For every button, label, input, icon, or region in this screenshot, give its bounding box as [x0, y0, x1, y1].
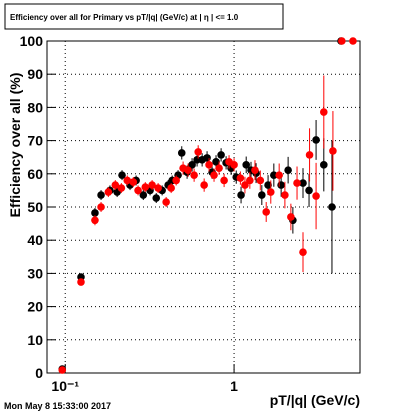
data-point: [117, 184, 126, 192]
data-point: [134, 186, 142, 195]
data-point: [58, 366, 67, 374]
x-tick-label: 10⁻¹: [51, 378, 79, 394]
y-tick-label: 30: [27, 265, 43, 281]
data-point: [154, 184, 162, 192]
data-point: [328, 203, 336, 211]
y-tick-label: 50: [27, 199, 43, 215]
data-point: [97, 191, 105, 199]
data-point: [264, 181, 272, 189]
x-tick-label: 1: [230, 378, 238, 394]
data-point: [242, 161, 251, 169]
data-point: [236, 174, 245, 182]
data-point: [212, 158, 220, 166]
data-point: [97, 203, 105, 211]
data-point: [194, 148, 202, 156]
y-tick-label: 90: [27, 66, 43, 82]
data-point: [329, 147, 337, 155]
data-point: [266, 188, 275, 196]
data-point: [188, 161, 196, 169]
y-tick-label: 20: [27, 299, 43, 315]
data-point: [210, 171, 218, 179]
data-point: [123, 176, 132, 185]
data-point: [299, 248, 307, 256]
data-point: [141, 183, 150, 191]
data-point: [230, 161, 238, 169]
data-point: [293, 179, 301, 187]
y-tick-label: 40: [27, 232, 43, 248]
data-point: [118, 171, 126, 179]
data-point: [299, 179, 307, 187]
data-point: [312, 136, 320, 144]
y-tick-label: 70: [27, 133, 43, 149]
y-tick-label: 0: [35, 365, 43, 381]
data-point: [184, 166, 192, 174]
data-point: [262, 208, 271, 216]
data-point: [287, 213, 295, 221]
x-axis-label: pT/|q| (GeV/c): [270, 392, 360, 408]
data-point: [284, 166, 292, 174]
y-axis-label: Efficiency over all (%): [7, 73, 23, 218]
data-point: [172, 176, 180, 185]
data-point: [167, 184, 175, 192]
chart-title: Efficiency over all for Primary vs pT/|q…: [10, 13, 239, 22]
data-point: [220, 176, 228, 185]
data-point: [148, 181, 156, 189]
data-point: [152, 194, 161, 202]
data-point: [338, 37, 346, 45]
data-point: [275, 171, 283, 179]
data-point: [312, 192, 320, 200]
data-point: [241, 181, 249, 189]
data-point: [251, 166, 259, 174]
data-point: [215, 164, 223, 172]
data-point: [129, 178, 138, 186]
data-point: [305, 186, 313, 195]
data-point: [320, 108, 328, 116]
data-point: [104, 188, 113, 196]
title-box: [4, 3, 284, 30]
y-tick-label: 60: [27, 166, 43, 182]
data-point: [162, 198, 170, 206]
data-point: [177, 149, 186, 157]
footer: Mon May 8 15:33:00 2017: [4, 401, 111, 411]
data-point: [77, 278, 85, 286]
data-point: [256, 176, 265, 185]
data-point: [258, 191, 266, 199]
data-point: [91, 216, 99, 225]
data-point: [91, 209, 99, 217]
data-point: [305, 151, 314, 159]
y-tick-label: 100: [20, 33, 44, 49]
data-point: [190, 171, 198, 179]
y-tick-label: 80: [27, 99, 43, 115]
data-point: [246, 176, 254, 185]
data-point: [237, 191, 245, 199]
data-point: [281, 191, 289, 199]
data-point: [139, 191, 148, 199]
data-point: [203, 154, 211, 162]
y-tick-label: 10: [27, 332, 43, 348]
data-point: [320, 161, 328, 169]
data-point: [217, 151, 225, 159]
data-point: [205, 161, 213, 169]
data-point: [349, 37, 357, 45]
data-point: [270, 171, 278, 179]
data-point: [111, 181, 120, 189]
data-point: [277, 181, 285, 189]
data-point: [200, 181, 208, 189]
